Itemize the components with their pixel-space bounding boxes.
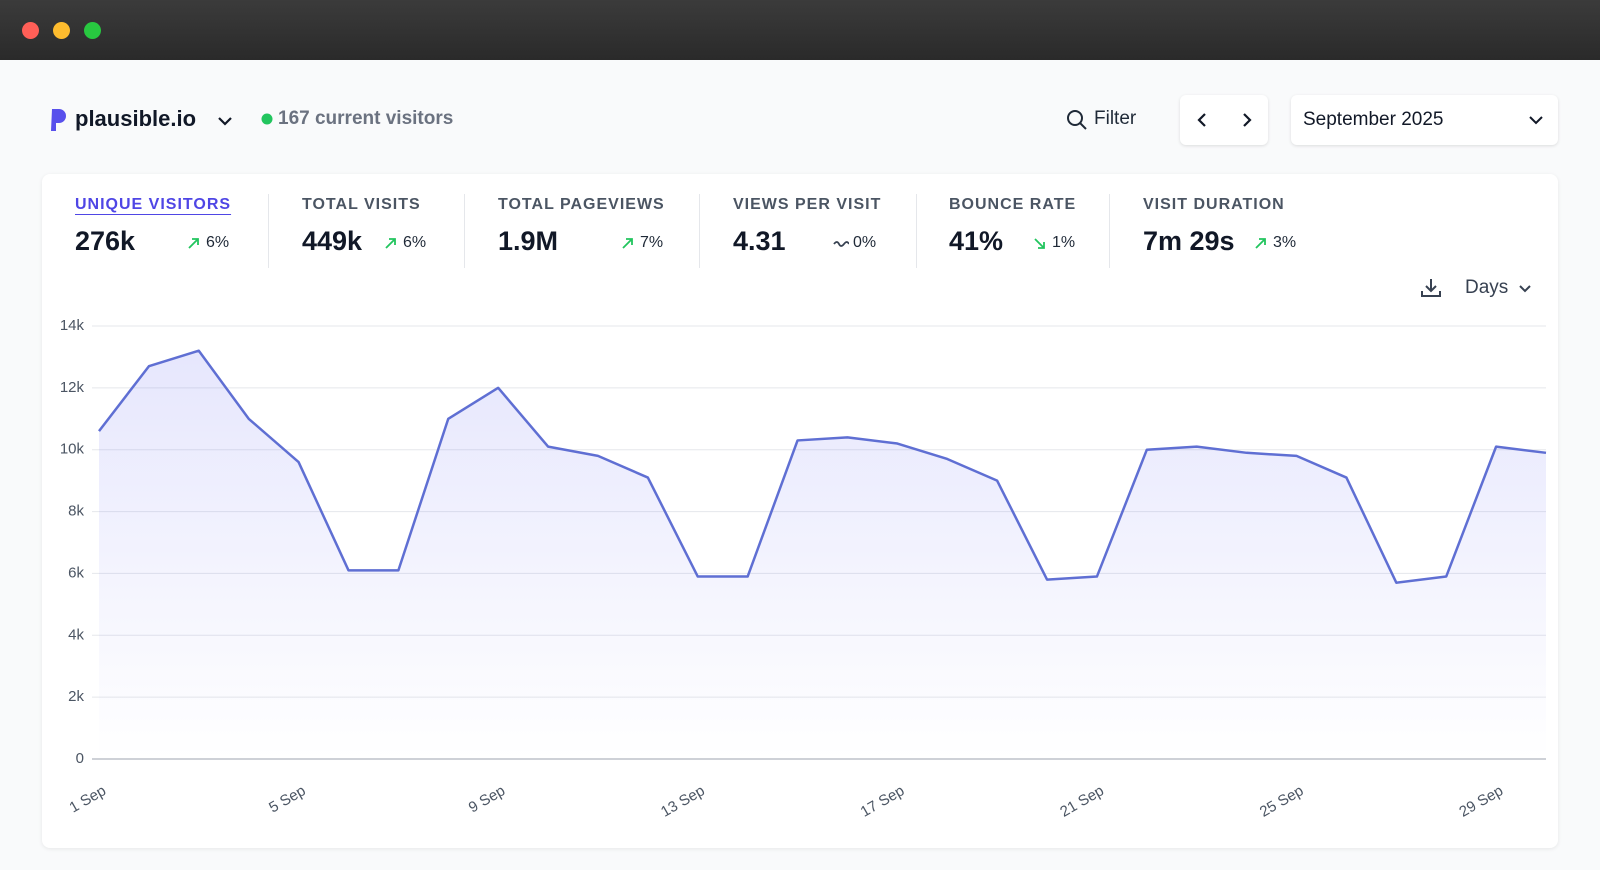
metric-label: BOUNCE RATE	[949, 196, 1077, 213]
trend-icon	[1255, 238, 1266, 249]
current-visitors[interactable]: 167 current visitors	[278, 108, 454, 129]
y-tick-label: 2k	[68, 688, 84, 705]
metric[interactable]: VIEWS PER VISIT 4.31 0%	[733, 196, 882, 256]
x-tick-label: 21 Sep	[1057, 782, 1107, 820]
metric[interactable]: BOUNCE RATE 41% 1%	[949, 196, 1077, 256]
metric-separator	[1109, 194, 1110, 268]
trend-icon	[622, 238, 633, 249]
metric-change: 0%	[833, 234, 876, 252]
y-tick-label: 8k	[68, 503, 84, 520]
metric-value: 276k	[75, 226, 136, 256]
download-button[interactable]	[1419, 276, 1443, 300]
x-tick-label: 9 Sep	[466, 782, 508, 816]
x-tick-label: 25 Sep	[1257, 782, 1307, 820]
area-fill	[99, 350, 1546, 759]
close-button[interactable]	[22, 22, 39, 39]
trend-icon	[188, 238, 199, 249]
search-icon[interactable]	[1066, 109, 1088, 131]
period-picker[interactable]: September 2025	[1291, 95, 1558, 145]
metric[interactable]: UNIQUE VISITORS 276k 6%	[75, 196, 232, 256]
metric-separator	[916, 194, 917, 268]
metric-change-value: 6%	[403, 234, 427, 251]
x-tick-label: 29 Sep	[1456, 782, 1506, 820]
x-tick-label: 5 Sep	[266, 782, 308, 816]
metric-label: TOTAL PAGEVIEWS	[498, 196, 665, 213]
y-tick-label: 4k	[68, 626, 84, 643]
metric-change: 3%	[1253, 234, 1296, 252]
period-label: September 2025	[1303, 109, 1444, 130]
y-tick-label: 14k	[60, 317, 85, 334]
metric-separator	[268, 194, 269, 268]
metric-label: VISIT DURATION	[1143, 196, 1285, 213]
period-nav	[1180, 95, 1268, 145]
metric-change: 7%	[620, 234, 663, 252]
next-button[interactable]	[1238, 111, 1256, 129]
logo	[51, 109, 66, 131]
metric-value: 449k	[302, 226, 363, 256]
minimize-button[interactable]	[53, 22, 70, 39]
zoom-button[interactable]	[84, 22, 101, 39]
y-tick-label: 12k	[60, 379, 85, 396]
period-dropdown-icon	[1529, 116, 1543, 125]
previous-button[interactable]	[1194, 111, 1212, 129]
title-bar	[0, 0, 1600, 60]
metric-value: 1.9M	[498, 226, 559, 256]
metric-change-value: 3%	[1273, 234, 1297, 251]
site-name[interactable]: plausible.io	[75, 106, 197, 131]
metric-value: 4.31	[733, 226, 786, 256]
live-dot	[261, 113, 273, 125]
metric-change-value: 7%	[640, 234, 664, 251]
metric-separator	[464, 194, 465, 268]
x-tick-label: 1 Sep	[67, 782, 109, 816]
metric-label: TOTAL VISITS	[302, 196, 421, 213]
y-tick-label: 0	[76, 750, 84, 767]
x-tick-label: 13 Sep	[658, 782, 708, 820]
metric[interactable]: TOTAL VISITS 449k 6%	[302, 196, 426, 256]
metric-change: 6%	[383, 234, 426, 252]
line	[98, 349, 1547, 584]
metric-change-value: 0%	[853, 234, 877, 251]
metric-label: UNIQUE VISITORS	[75, 196, 232, 213]
trend-icon	[833, 241, 849, 247]
metric-value: 41%	[949, 226, 1004, 256]
metric-change: 1%	[1032, 234, 1075, 252]
y-tick-label: 6k	[68, 564, 84, 581]
interval-picker[interactable]: Days	[1465, 277, 1509, 298]
trend-icon	[385, 238, 396, 249]
metric[interactable]: TOTAL PAGEVIEWS 1.9M 7%	[498, 196, 665, 256]
filter-button[interactable]: Filter	[1094, 108, 1137, 129]
site-dropdown-icon[interactable]	[216, 112, 234, 130]
metric-change: 6%	[186, 234, 229, 252]
x-tick-label: 17 Sep	[858, 782, 908, 820]
metric[interactable]: VISIT DURATION 7m 29s 3%	[1143, 196, 1296, 256]
trend-icon	[1034, 238, 1045, 249]
metric-value: 7m 29s	[1143, 226, 1235, 256]
y-tick-label: 10k	[60, 441, 85, 458]
metric-label: VIEWS PER VISIT	[733, 196, 882, 213]
metric-change-value: 6%	[206, 234, 230, 251]
metric-separator	[699, 194, 700, 268]
interval-dropdown-icon[interactable]	[1517, 280, 1533, 296]
metric-change-value: 1%	[1052, 234, 1076, 251]
